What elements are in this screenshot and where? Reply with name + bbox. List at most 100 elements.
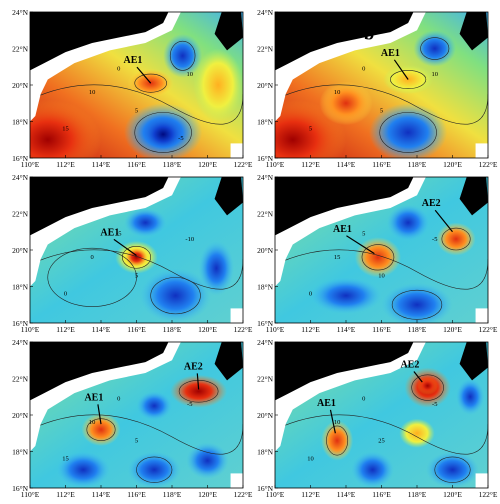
anomaly [163,33,203,78]
land [459,177,488,216]
x-tick-label: 118°E [408,160,427,169]
land [275,177,414,236]
contour [434,456,471,483]
x-tick-label: 118°E [408,490,427,499]
panel-letter: c [56,192,64,213]
no-data [230,143,243,158]
anomaly [145,119,181,149]
y-tick-label: 16°N [257,484,273,493]
x-tick-label: 120°E [198,160,217,169]
x-tick-label: 116°E [372,160,391,169]
anomaly [386,204,430,241]
land [30,342,169,401]
contour-label: 0 [362,395,365,402]
anomaly [198,240,235,296]
x-tick-label: 116°E [372,325,391,334]
contour [178,380,219,403]
contour-label: 5 [135,437,138,444]
no-data [230,308,243,323]
annotation-arrow [393,59,409,80]
anomaly [125,248,148,267]
y-tick-label: 22°N [12,210,28,219]
x-tick-label: 116°E [127,160,146,169]
annotation-arrow [136,66,152,84]
anomaly [381,282,453,323]
x-tick-label: 120°E [443,160,462,169]
x-tick-label: 116°E [372,490,391,499]
y-tick-label: 18°N [12,448,28,457]
contour-label: 10 [432,71,439,78]
land [214,177,243,216]
anomaly [81,413,121,447]
contour-label: 0 [117,65,120,72]
anomaly [413,30,457,67]
contour-label: 5 [362,230,365,237]
y-tick-label: 16°N [12,154,28,163]
y-tick-label: 22°N [257,375,273,384]
annotation: AE1 [317,398,336,409]
x-tick-label: 112°E [56,160,75,169]
contour [390,70,427,89]
x-tick-label: 122°E [234,325,253,334]
y-tick-label: 22°N [12,45,28,54]
contour-label: 15 [334,254,341,261]
anomaly [369,103,448,158]
map-body [30,342,243,488]
contour [47,247,137,307]
map-panel: 10 5 0 -5 15 e AE1 AE2 110°E 112°E 114°E 116°E 118°E… [12,338,253,499]
y-tick-label: 24°N [12,338,28,347]
contour-label: 10 [187,71,194,78]
map-panel: 15 10 5 -5 0 d AE1 AE2 110°E 112°E 114°E 116°E 118°E… [257,173,498,334]
anomaly [56,451,110,488]
y-tick-label: 24°N [12,8,28,17]
contour [30,414,243,455]
land [30,177,169,236]
x-tick-label: 110°E [266,490,285,499]
contour-label: 10 [307,456,314,463]
anomaly [124,208,167,238]
contour [150,277,201,315]
contour [134,73,167,93]
map-panel: 10 5 0 10 15 -5 a AE1 110°E 112°E 114°E 116°E 118°E 1… [12,8,253,169]
x-tick-label: 112°E [56,325,75,334]
panel-letter: d [302,192,313,213]
anomaly [193,48,243,122]
y-tick-label: 24°N [12,173,28,182]
x-tick-label: 112°E [301,325,320,334]
x-tick-label: 116°E [127,490,146,499]
contour [420,37,450,60]
contour-label: -5 [116,230,121,237]
panel-letter: f [293,357,300,378]
anomaly [436,222,476,256]
y-tick-label: 20°N [257,411,273,420]
contour-label: 5 [135,272,138,279]
x-tick-label: 122°E [479,490,498,499]
annotation-arrow [196,373,200,390]
contour [86,418,116,441]
map-body [275,177,488,323]
annotation: AE2 [184,361,203,372]
y-tick-label: 20°N [12,81,28,90]
x-tick-label: 118°E [408,325,427,334]
contour-label: -5 [178,135,183,142]
panel-letter: a [87,23,97,44]
contour [361,244,395,271]
y-tick-label: 16°N [12,484,28,493]
x-tick-label: 114°E [337,490,356,499]
x-tick-label: 110°E [266,325,285,334]
contour-label: 0 [309,291,312,298]
y-tick-label: 20°N [257,81,273,90]
contour-label: 10 [334,419,341,426]
y-tick-label: 24°N [257,8,273,17]
annotation: AE1 [123,55,142,66]
contour-label: 15 [62,456,69,463]
y-tick-label: 16°N [12,319,28,328]
map-panel: 0 5 -5 -10 0 c AE1 110°E 112°E 114°E 116°E 118°E 120… [12,173,253,334]
x-tick-label: 120°E [443,325,462,334]
y-tick-label: 22°N [12,375,28,384]
y-tick-label: 24°N [257,173,273,182]
anomaly [354,237,402,278]
contour-label: 10 [89,89,96,96]
anomaly [399,418,435,448]
